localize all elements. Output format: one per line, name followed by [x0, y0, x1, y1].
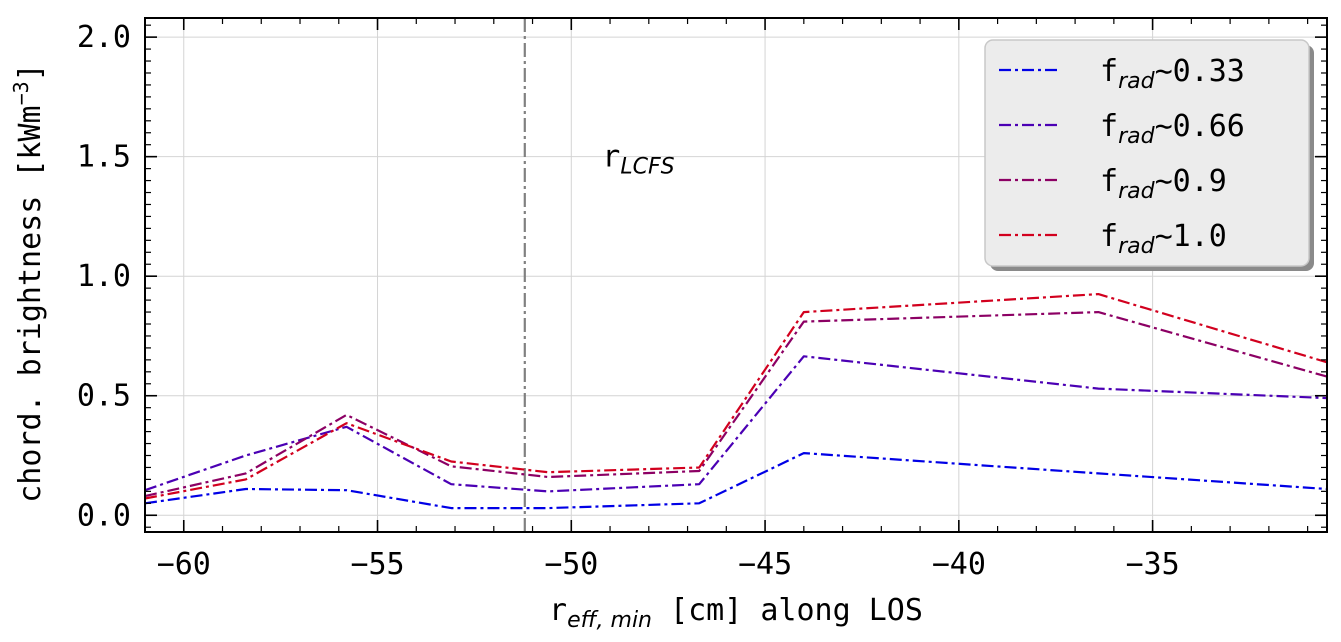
- x-tick-label: −60: [157, 547, 211, 582]
- x-tick-label: −55: [350, 547, 404, 582]
- x-tick-label: −35: [1126, 547, 1180, 582]
- legend-label-3: frad∼1.0: [1100, 219, 1227, 259]
- x-tick-label: −40: [932, 547, 986, 582]
- y-tick-label: 1.5: [77, 140, 131, 175]
- lcfs-label: rLCFS: [602, 140, 674, 180]
- plot-frame: [144, 17, 1328, 533]
- tick-labels: −60 −55 −50 −45 −40 −35 0.0 0.5 1.0 1.5 2.0: [77, 20, 1180, 582]
- legend-box: [984, 39, 1310, 267]
- x-tick-label: −45: [738, 547, 792, 582]
- x-axis-label: reff, min [cm] along LOS: [549, 593, 923, 633]
- legend: frad∼0.33 frad∼0.66 frad∼0.9 frad∼1.0: [984, 39, 1314, 271]
- plot-series: [144, 293, 1328, 510]
- y-tick-label: 2.0: [77, 20, 131, 55]
- y-axis-label: chord. brightness [kWm−3]: [9, 63, 48, 503]
- x-tick-label: −50: [544, 547, 598, 582]
- axis-ticks: [144, 18, 1327, 532]
- y-tick-label: 1.0: [77, 259, 131, 294]
- series-line-2: [144, 311, 1328, 498]
- series-line-3: [144, 293, 1328, 500]
- series-line-1: [144, 355, 1328, 493]
- legend-label-2: frad∼0.9: [1100, 164, 1227, 204]
- series-line-0: [144, 452, 1328, 510]
- y-tick-label: 0.5: [77, 379, 131, 414]
- legend-label-1: frad∼0.66: [1100, 109, 1245, 149]
- y-tick-label: 0.0: [77, 498, 131, 533]
- legend-label-0: frad∼0.33: [1100, 54, 1245, 94]
